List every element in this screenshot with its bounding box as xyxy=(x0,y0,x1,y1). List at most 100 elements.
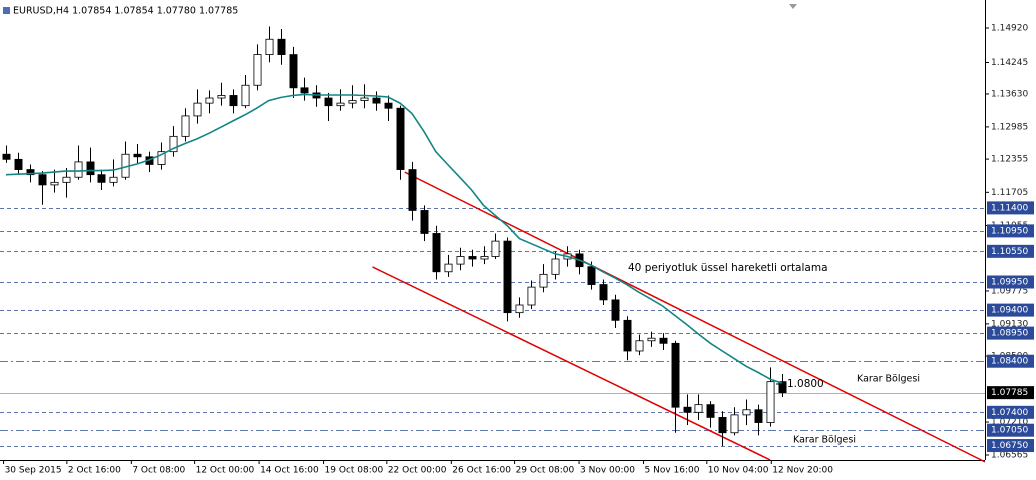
x-tick-label: 5 Nov 16:00 xyxy=(645,466,700,476)
level-label: 1.07400 xyxy=(991,408,1028,418)
candle-body xyxy=(551,258,560,275)
x-tick-label: 12 Nov 20:00 xyxy=(772,466,833,476)
candle-body xyxy=(38,174,47,186)
zone-annotation: Karar Bölgesi xyxy=(793,435,856,446)
x-tick-label: 30 Sep 2015 xyxy=(5,466,62,476)
level-label: 1.06750 xyxy=(991,441,1028,451)
level-label-box xyxy=(987,405,1034,419)
candle-body xyxy=(742,409,751,416)
y-tick-label: 1.14920 xyxy=(991,24,1028,34)
candle-body xyxy=(635,340,644,352)
candle-body xyxy=(671,342,680,408)
current-price-label: 1.07785 xyxy=(991,388,1028,398)
candle-body xyxy=(480,256,489,260)
y-tick-label: 1.09775 xyxy=(991,286,1028,296)
candle-body xyxy=(360,97,369,101)
y-tick-label: 1.14245 xyxy=(991,58,1028,68)
level-label-box xyxy=(987,244,1034,258)
y-tick-label: 1.11705 xyxy=(991,188,1028,198)
candle-body xyxy=(289,54,298,89)
candle-body xyxy=(300,87,309,94)
candle-body xyxy=(706,404,715,418)
chart-icon xyxy=(3,7,10,14)
candle-body xyxy=(468,256,477,260)
candle-body xyxy=(491,240,500,257)
level-label-box xyxy=(987,326,1034,340)
candle-body xyxy=(623,319,632,352)
level-label-box xyxy=(987,423,1034,437)
candle-body xyxy=(348,100,357,104)
zone-annotation: Karar Bölgesi xyxy=(857,374,920,385)
current-price-box xyxy=(987,386,1034,400)
x-tick-label: 22 Oct 00:00 xyxy=(388,466,447,476)
level-label-box xyxy=(987,303,1034,317)
candle-body xyxy=(456,256,465,265)
y-tick-label: 1.12355 xyxy=(991,155,1028,165)
level-label-box xyxy=(987,201,1034,215)
candle-body xyxy=(587,266,596,285)
x-tick-label: 29 Oct 08:00 xyxy=(516,466,575,476)
level-label-box xyxy=(987,439,1034,453)
candle-body xyxy=(62,176,71,183)
candle-body xyxy=(718,417,727,434)
chart-title: EURUSD,H4 1.07854 1.07854 1.07780 1.0778… xyxy=(13,6,238,17)
candle-body xyxy=(14,158,23,170)
candle-body xyxy=(396,107,405,170)
candle-body xyxy=(241,84,250,107)
shift-marker xyxy=(789,4,797,9)
candle-body xyxy=(109,176,118,183)
candle-body xyxy=(2,153,11,160)
candle-body xyxy=(265,38,274,55)
candle-body xyxy=(324,97,333,107)
candle-body xyxy=(372,97,381,104)
x-tick-label: 19 Oct 08:00 xyxy=(325,466,384,476)
level-label: 1.08400 xyxy=(991,357,1028,367)
candle-body xyxy=(157,151,166,165)
candle-body xyxy=(181,115,190,137)
candle-body xyxy=(217,95,226,99)
ema-annotation: 40 periyotluk üssel hareketli ortalama xyxy=(628,262,828,274)
candle-body xyxy=(229,95,238,107)
candle-body xyxy=(253,54,262,86)
trendline xyxy=(372,266,771,461)
candle-body xyxy=(432,233,441,273)
candle-body xyxy=(503,240,512,314)
x-tick-label: 7 Oct 08:00 xyxy=(132,466,185,476)
candle-body xyxy=(778,381,787,394)
level-label: 1.09400 xyxy=(991,306,1028,316)
x-tick-label: 12 Oct 00:00 xyxy=(196,466,255,476)
candle-body xyxy=(86,161,95,176)
x-tick-label: 14 Oct 16:00 xyxy=(260,466,319,476)
level-label: 1.10950 xyxy=(991,226,1028,236)
level-label: 1.11400 xyxy=(991,203,1028,213)
candle-body xyxy=(515,304,524,314)
candle-body xyxy=(527,286,536,306)
price-annotation: 1.0800 xyxy=(787,378,824,390)
level-label-box xyxy=(987,275,1034,289)
level-label-box xyxy=(987,224,1034,238)
candle-body xyxy=(50,181,59,186)
x-tick-label: 10 Nov 04:00 xyxy=(708,466,769,476)
candle-body xyxy=(408,169,417,211)
y-tick-label: 1.12985 xyxy=(991,122,1028,132)
level-label: 1.10550 xyxy=(991,247,1028,257)
candle-body xyxy=(539,273,548,288)
y-tick-label: 1.13630 xyxy=(991,89,1028,99)
candle-body xyxy=(26,169,35,176)
candle-body xyxy=(74,161,83,178)
level-label: 1.09950 xyxy=(991,277,1028,287)
candle-body xyxy=(754,409,763,423)
level-label-box xyxy=(987,354,1034,368)
y-tick-label: 1.06565 xyxy=(991,450,1028,460)
candle-body xyxy=(97,174,106,183)
candle-body xyxy=(444,263,453,273)
y-tick-label: 1.09130 xyxy=(991,319,1028,329)
candle-body xyxy=(611,299,620,321)
candle-body xyxy=(420,210,429,234)
candle-body xyxy=(336,102,345,107)
candle-body xyxy=(730,414,739,434)
x-tick-label: 26 Oct 16:00 xyxy=(452,466,511,476)
candle-body xyxy=(599,284,608,301)
